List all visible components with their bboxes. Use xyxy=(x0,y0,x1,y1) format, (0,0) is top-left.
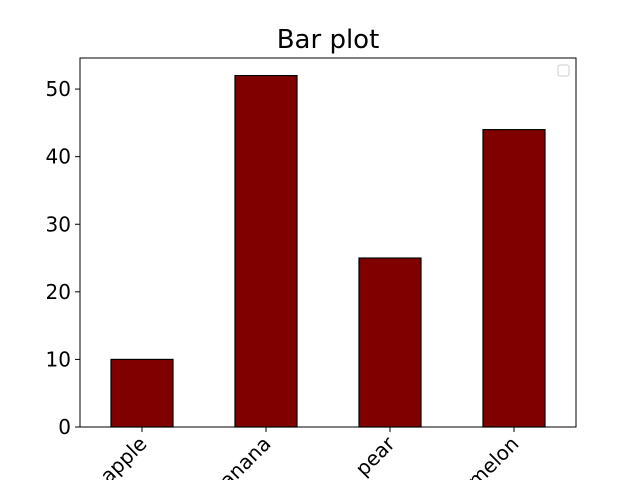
bar-pear xyxy=(358,257,422,428)
x-tick-label: pear xyxy=(350,431,400,480)
y-tick-label: 0 xyxy=(58,415,71,439)
bar-melon xyxy=(482,129,546,428)
legend-box xyxy=(557,64,570,77)
y-tick-label: 50 xyxy=(46,77,71,101)
x-axis: apple banana pear melon xyxy=(95,427,524,480)
bar-apple xyxy=(110,358,174,428)
bar-banana xyxy=(234,74,298,428)
x-tick-label: melon xyxy=(463,432,524,480)
chart-title: Bar plot xyxy=(277,25,380,55)
y-tick-label: 30 xyxy=(46,212,71,236)
plot-frame xyxy=(79,57,577,428)
x-tick-label: banana xyxy=(206,432,276,480)
bars-group xyxy=(110,74,546,428)
x-tick-label: apple xyxy=(95,432,151,480)
y-axis: 0 10 20 30 40 50 xyxy=(46,77,80,439)
y-tick-label: 10 xyxy=(46,347,71,371)
y-tick-label: 40 xyxy=(46,145,71,169)
y-tick-label: 20 xyxy=(46,280,71,304)
